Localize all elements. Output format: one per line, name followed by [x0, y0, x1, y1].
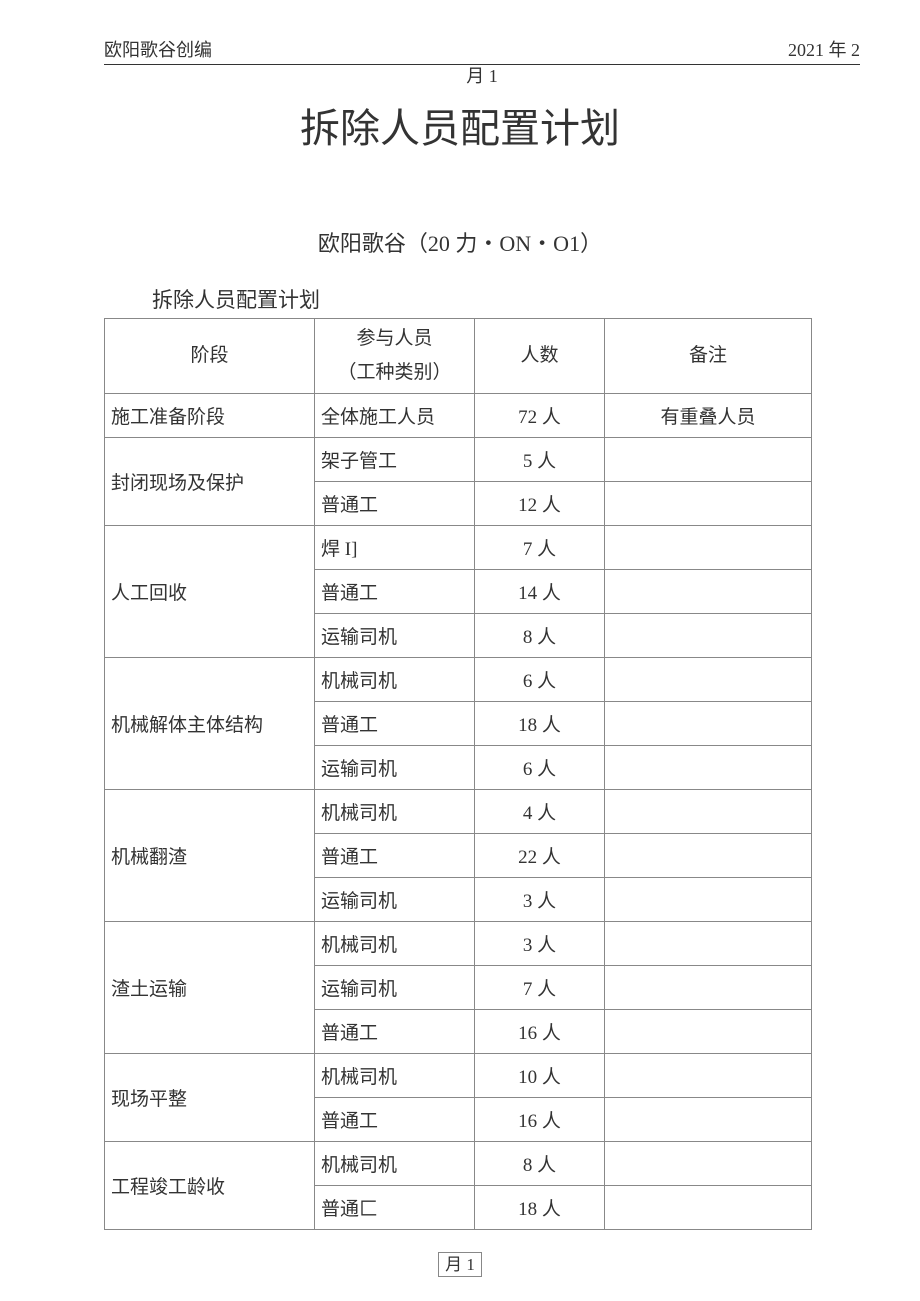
table-row: 工程竣工龄收机械司机8 人	[105, 1142, 812, 1186]
staffing-table: 阶段参与人员（工种类别）人数备注施工准备阶段全体施工人员72 人有重叠人员封闭现…	[104, 318, 812, 1230]
cell-note	[605, 966, 812, 1010]
cell-note	[605, 438, 812, 482]
th-count: 人数	[475, 319, 605, 394]
cell-count: 3 人	[475, 922, 605, 966]
cell-type: 普通工	[315, 482, 475, 526]
cell-stage: 渣土运输	[105, 922, 315, 1054]
page-title: 拆除人员配置计划	[0, 96, 920, 154]
cell-note	[605, 878, 812, 922]
cell-stage: 机械翻渣	[105, 790, 315, 922]
cell-count: 3 人	[475, 878, 605, 922]
cell-type: 普通工	[315, 570, 475, 614]
table-row: 人工回收焊 I]7 人	[105, 526, 812, 570]
cell-count: 5 人	[475, 438, 605, 482]
table-header-row: 阶段参与人员（工种类别）人数备注	[105, 319, 812, 394]
cell-type: 机械司机	[315, 1054, 475, 1098]
cell-count: 22 人	[475, 834, 605, 878]
cell-count: 18 人	[475, 1186, 605, 1230]
cell-stage: 人工回收	[105, 526, 315, 658]
cell-type: 机械司机	[315, 658, 475, 702]
cell-note	[605, 570, 812, 614]
cell-note	[605, 834, 812, 878]
page-footer: 月 1	[0, 1250, 920, 1275]
cell-type: 机械司机	[315, 922, 475, 966]
header-line2: 月 1	[104, 62, 860, 88]
cell-type: 机械司机	[315, 1142, 475, 1186]
cell-note	[605, 526, 812, 570]
cell-note	[605, 1142, 812, 1186]
cell-type: 普通工	[315, 1098, 475, 1142]
cell-type: 普通工	[315, 702, 475, 746]
cell-type: 普通工	[315, 834, 475, 878]
table-row: 机械翻渣机械司机4 人	[105, 790, 812, 834]
cell-note: 有重叠人员	[605, 394, 812, 438]
cell-note	[605, 614, 812, 658]
cell-note	[605, 702, 812, 746]
table-row: 机械解体主体结构机械司机6 人	[105, 658, 812, 702]
th-type: 参与人员（工种类别）	[315, 319, 475, 394]
cell-type: 焊 I]	[315, 526, 475, 570]
cell-type: 运输司机	[315, 966, 475, 1010]
table-row: 施工准备阶段全体施工人员72 人有重叠人员	[105, 394, 812, 438]
cell-type: 运输司机	[315, 614, 475, 658]
table-row: 封闭现场及保护架子管工5 人	[105, 438, 812, 482]
cell-count: 16 人	[475, 1098, 605, 1142]
table-row: 渣土运输机械司机3 人	[105, 922, 812, 966]
cell-stage: 现场平整	[105, 1054, 315, 1142]
cell-stage: 封闭现场及保护	[105, 438, 315, 526]
footer-text: 月 1	[438, 1252, 482, 1277]
cell-count: 7 人	[475, 526, 605, 570]
cell-count: 6 人	[475, 658, 605, 702]
subtitle: 拆除人员配置计划	[152, 284, 320, 314]
cell-count: 4 人	[475, 790, 605, 834]
cell-type: 普通工	[315, 1010, 475, 1054]
cell-note	[605, 1054, 812, 1098]
cell-count: 14 人	[475, 570, 605, 614]
cell-count: 72 人	[475, 394, 605, 438]
cell-note	[605, 1010, 812, 1054]
cell-count: 18 人	[475, 702, 605, 746]
cell-type: 运输司机	[315, 746, 475, 790]
cell-type: 运输司机	[315, 878, 475, 922]
cell-note	[605, 658, 812, 702]
th-note: 备注	[605, 319, 812, 394]
cell-stage: 施工准备阶段	[105, 394, 315, 438]
author-line: 欧阳歌谷（20 力・ON・O1）	[0, 226, 920, 258]
cell-type: 普通匚	[315, 1186, 475, 1230]
cell-note	[605, 1098, 812, 1142]
cell-type: 架子管工	[315, 438, 475, 482]
header-right: 2021 年 2	[788, 36, 860, 62]
cell-note	[605, 1186, 812, 1230]
cell-note	[605, 746, 812, 790]
cell-note	[605, 922, 812, 966]
cell-note	[605, 482, 812, 526]
staffing-table-wrap: 阶段参与人员（工种类别）人数备注施工准备阶段全体施工人员72 人有重叠人员封闭现…	[104, 318, 812, 1230]
cell-count: 10 人	[475, 1054, 605, 1098]
th-stage: 阶段	[105, 319, 315, 394]
cell-note	[605, 790, 812, 834]
cell-count: 7 人	[475, 966, 605, 1010]
cell-stage: 机械解体主体结构	[105, 658, 315, 790]
header-left: 欧阳歌谷创编	[104, 36, 212, 62]
cell-count: 6 人	[475, 746, 605, 790]
cell-type: 机械司机	[315, 790, 475, 834]
table-row: 现场平整机械司机10 人	[105, 1054, 812, 1098]
cell-count: 8 人	[475, 1142, 605, 1186]
cell-count: 8 人	[475, 614, 605, 658]
page-header: 欧阳歌谷创编 2021 年 2	[104, 36, 860, 65]
cell-type: 全体施工人员	[315, 394, 475, 438]
cell-stage: 工程竣工龄收	[105, 1142, 315, 1230]
cell-count: 12 人	[475, 482, 605, 526]
cell-count: 16 人	[475, 1010, 605, 1054]
